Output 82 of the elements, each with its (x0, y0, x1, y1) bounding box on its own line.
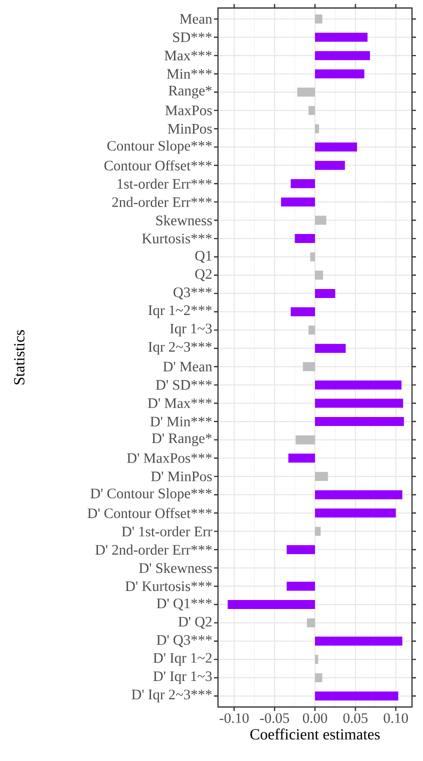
y-tick-label: D' Mean (163, 362, 212, 372)
y-tick-label: D' Q1*** (156, 598, 212, 610)
bar (315, 69, 364, 78)
bar (315, 51, 370, 60)
bar (315, 142, 358, 152)
bar (290, 179, 315, 188)
bar (308, 106, 315, 115)
bar (297, 88, 315, 97)
y-tick-label: Mean (180, 14, 212, 24)
y-tick-label: Contour Slope*** (107, 140, 212, 154)
y-tick-label: Min*** (166, 69, 212, 79)
bar (286, 582, 315, 591)
y-tick-label: D' MaxPos*** (127, 453, 212, 463)
y-tick-label: 1st-order Err*** (118, 178, 212, 189)
bar (290, 307, 315, 316)
bar (286, 545, 315, 554)
bar (315, 32, 368, 42)
y-tick-label: MaxPos (165, 106, 212, 116)
x-tick-label: 0.00 (302, 713, 328, 724)
bar (315, 380, 402, 390)
y-tick-label: Iqr 1~3 (170, 324, 212, 336)
bar (315, 160, 345, 170)
bar (306, 618, 315, 628)
y-tick-label: D' Iqr 1~2 (153, 653, 212, 666)
x-tick-label: -0.05 (260, 713, 290, 724)
bar (294, 234, 315, 244)
y-tick-label: Kurtosis*** (142, 234, 212, 244)
y-tick-label: Max*** (164, 50, 212, 60)
bar (315, 654, 318, 664)
y-tick-label: D' Range* (152, 434, 212, 446)
bar (315, 216, 326, 225)
y-tick-label: D' Q3*** (156, 635, 212, 648)
bar (315, 636, 402, 646)
y-tick-label: Iqr 2~3*** (148, 342, 212, 355)
bar (315, 288, 336, 298)
y-tick-label: Skewness (156, 215, 212, 226)
x-tick-label: 0.10 (384, 713, 408, 724)
bar (315, 14, 322, 24)
y-tick-label: D' Contour Slope*** (90, 488, 212, 502)
y-tick-label: 2nd-order Err*** (112, 196, 212, 208)
bar (315, 344, 346, 353)
bar (310, 252, 315, 262)
x-tick-label: -0.10 (220, 713, 249, 724)
bar (315, 490, 402, 500)
x-axis-title: Coefficient estimates (250, 728, 380, 740)
y-tick-label: Iqr 1~2*** (148, 305, 212, 318)
bar (296, 435, 315, 444)
bar (315, 508, 396, 518)
bar (315, 526, 321, 536)
y-tick-label: D' Iqr 2~3*** (132, 690, 212, 702)
bar (315, 472, 328, 481)
y-tick-label: D' Kurtosis*** (125, 581, 212, 592)
bar (315, 398, 404, 408)
bar (315, 124, 320, 134)
bar (315, 417, 404, 426)
y-tick-label: D' Q2 (178, 616, 212, 629)
y-tick-label: MinPos (168, 124, 212, 134)
y-tick-label: D' Max*** (148, 398, 212, 408)
bar (288, 454, 315, 463)
bar (302, 362, 315, 372)
y-tick-label: D' Skewness (139, 562, 212, 574)
bar (315, 673, 322, 682)
x-tick-label: 0.05 (343, 713, 368, 724)
bar (228, 600, 315, 610)
y-tick-label: D' MinPos (151, 472, 212, 482)
y-tick-label: D' Iqr 1~3 (153, 671, 212, 684)
bar (308, 326, 315, 335)
y-tick-label: D' SD*** (156, 380, 212, 390)
y-tick-label: Range* (168, 86, 212, 98)
y-tick-label: D' 1st-order Err (122, 526, 212, 536)
y-tick-label: D' Contour Offset*** (88, 508, 212, 518)
bar (281, 197, 315, 206)
bar (315, 270, 324, 280)
y-tick-label: Q2 (195, 269, 212, 282)
y-axis-title: Statistics (14, 330, 24, 384)
y-tick-label: D' 2nd-order Err*** (95, 544, 212, 555)
bar (315, 692, 398, 701)
y-tick-label: D' Min*** (150, 416, 212, 426)
y-tick-label: Q1 (195, 250, 212, 263)
y-tick-label: Contour Offset*** (104, 160, 212, 171)
y-tick-label: Q3*** (174, 287, 212, 300)
y-tick-label: SD*** (173, 32, 212, 42)
